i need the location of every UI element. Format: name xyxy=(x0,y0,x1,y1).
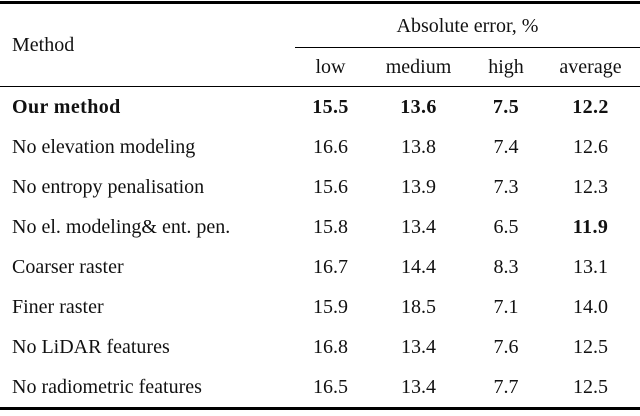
value-cell: 13.6 xyxy=(400,96,437,118)
table-row: No el. modeling& ent. pen. 15.8 13.4 6.5… xyxy=(0,207,640,247)
table-row: Coarser raster 16.7 14.4 8.3 13.1 xyxy=(0,247,640,287)
value-cell: 13.9 xyxy=(401,176,436,198)
value-cell: 12.2 xyxy=(572,96,609,118)
method-cell: Our method xyxy=(12,96,121,118)
value-cell: 13.8 xyxy=(401,136,436,158)
column-header-low: low xyxy=(315,56,346,78)
value-cell: 12.6 xyxy=(573,136,608,158)
table-body: Our method 15.5 13.6 7.5 12.2 No elevati… xyxy=(0,87,640,409)
method-cell: No elevation modeling xyxy=(12,136,196,158)
value-cell: 7.1 xyxy=(493,296,519,318)
value-cell: 12.5 xyxy=(573,376,608,398)
value-cell: 15.5 xyxy=(312,96,349,118)
value-cell: 6.5 xyxy=(493,216,519,238)
value-cell: 14.4 xyxy=(401,256,436,278)
value-cell: 13.4 xyxy=(401,376,436,398)
group-column-header: Absolute error, % xyxy=(295,2,640,48)
table-row: No radiometric features 16.5 13.4 7.7 12… xyxy=(0,367,640,409)
value-cell: 16.5 xyxy=(313,376,348,398)
column-header-high: high xyxy=(488,56,524,78)
value-cell: 14.0 xyxy=(573,296,608,318)
value-cell: 7.3 xyxy=(493,176,519,198)
value-cell: 18.5 xyxy=(401,296,436,318)
method-cell: No el. modeling& ent. pen. xyxy=(12,216,231,238)
group-header-row: Method Absolute error, % xyxy=(0,2,640,55)
value-cell: 15.9 xyxy=(313,296,348,318)
table-row: Finer raster 15.9 18.5 7.1 14.0 xyxy=(0,287,640,327)
value-cell: 12.5 xyxy=(573,336,608,358)
method-column-header: Method xyxy=(12,34,75,56)
value-cell: 12.3 xyxy=(573,176,608,198)
table-row: No elevation modeling 16.6 13.8 7.4 12.6 xyxy=(0,127,640,167)
table-row: No LiDAR features 16.8 13.4 7.6 12.5 xyxy=(0,327,640,367)
method-cell: Finer raster xyxy=(12,296,104,318)
value-cell: 7.4 xyxy=(493,136,519,158)
value-cell: 7.7 xyxy=(493,376,519,398)
value-cell: 13.1 xyxy=(573,256,608,278)
method-cell: No radiometric features xyxy=(12,376,202,398)
value-cell: 15.8 xyxy=(313,216,348,238)
method-cell: Coarser raster xyxy=(12,256,124,278)
value-cell: 7.5 xyxy=(492,96,520,118)
value-cell: 15.6 xyxy=(313,176,348,198)
column-header-average: average xyxy=(559,56,622,78)
sub-header-row: low medium high average xyxy=(0,48,640,87)
value-cell: 13.4 xyxy=(401,336,436,358)
value-cell: 8.3 xyxy=(493,256,519,278)
value-cell: 11.9 xyxy=(572,216,609,238)
value-cell: 16.7 xyxy=(313,256,348,278)
table-row: No entropy penalisation 15.6 13.9 7.3 12… xyxy=(0,167,640,207)
column-header-medium: medium xyxy=(385,56,452,78)
value-cell: 16.8 xyxy=(313,336,348,358)
method-cell: No LiDAR features xyxy=(12,336,170,358)
table-row: Our method 15.5 13.6 7.5 12.2 xyxy=(0,87,640,128)
value-cell: 13.4 xyxy=(401,216,436,238)
method-cell: No entropy penalisation xyxy=(12,176,205,198)
table-header: Method Absolute error, % low medium high… xyxy=(0,2,640,87)
value-cell: 16.6 xyxy=(313,136,348,158)
value-cell: 7.6 xyxy=(493,336,519,358)
